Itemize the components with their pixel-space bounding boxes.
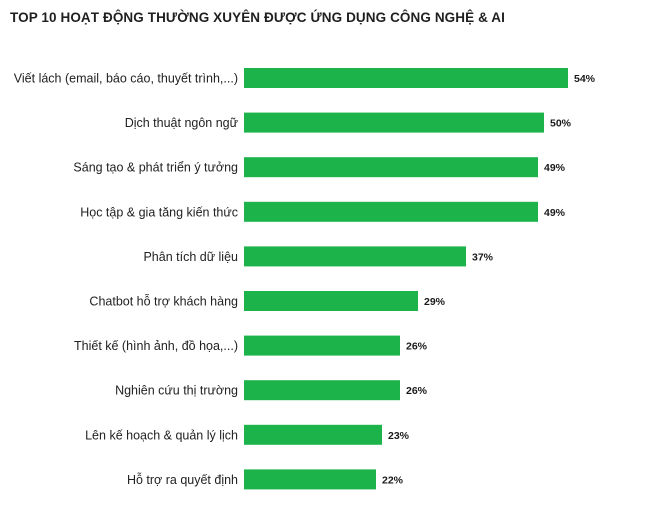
- bar: [244, 291, 418, 311]
- category-label: Dịch thuật ngôn ngữ: [125, 116, 238, 130]
- bar: [244, 201, 538, 222]
- value-label: 22%: [382, 474, 404, 486]
- bar: [244, 68, 568, 88]
- category-label: Phân tích dữ liệu: [143, 250, 238, 264]
- category-label: Chatbot hỗ trợ khách hàng: [89, 294, 238, 309]
- category-label: Sáng tạo & phát triển ý tưởng: [73, 161, 238, 175]
- value-label: 29%: [424, 296, 446, 308]
- bar: [244, 380, 400, 401]
- chart-title: TOP 10 HOẠT ĐỘNG THƯỜNG XUYÊN ĐƯỢC ỨNG D…: [10, 10, 505, 25]
- bar: [244, 335, 400, 356]
- category-label: Lên kế hoạch & quản lý lịch: [85, 428, 238, 442]
- bar: [244, 469, 376, 490]
- category-label: Thiết kế (hình ảnh, đồ họa,...): [74, 339, 238, 353]
- value-label: 23%: [388, 430, 410, 442]
- value-label: 49%: [544, 162, 566, 174]
- value-label: 50%: [550, 118, 572, 130]
- category-label: Học tập & gia tăng kiến thức: [80, 205, 238, 219]
- category-label: Hỗ trợ ra quyết định: [127, 472, 238, 487]
- bar: [244, 157, 538, 178]
- value-label: 37%: [472, 251, 494, 263]
- bar: [244, 424, 382, 445]
- bar: [244, 246, 466, 267]
- value-label: 54%: [574, 73, 596, 85]
- value-label: 26%: [406, 341, 428, 353]
- category-label: Viết lách (email, báo cáo, thuyết trình,…: [14, 72, 238, 86]
- value-label: 49%: [544, 207, 566, 219]
- bar: [244, 112, 544, 133]
- value-label: 26%: [406, 385, 428, 397]
- category-label: Nghiên cứu thị trường: [115, 384, 238, 398]
